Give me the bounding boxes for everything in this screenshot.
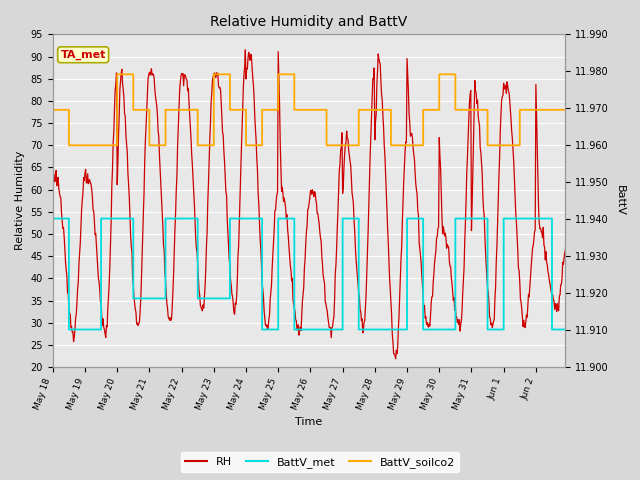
Legend: RH, BattV_met, BattV_soilco2: RH, BattV_met, BattV_soilco2 [180,452,460,472]
Y-axis label: BattV: BattV [615,185,625,216]
Y-axis label: Relative Humidity: Relative Humidity [15,151,25,251]
Title: Relative Humidity and BattV: Relative Humidity and BattV [210,15,408,29]
Text: TA_met: TA_met [60,49,106,60]
X-axis label: Time: Time [295,417,323,427]
